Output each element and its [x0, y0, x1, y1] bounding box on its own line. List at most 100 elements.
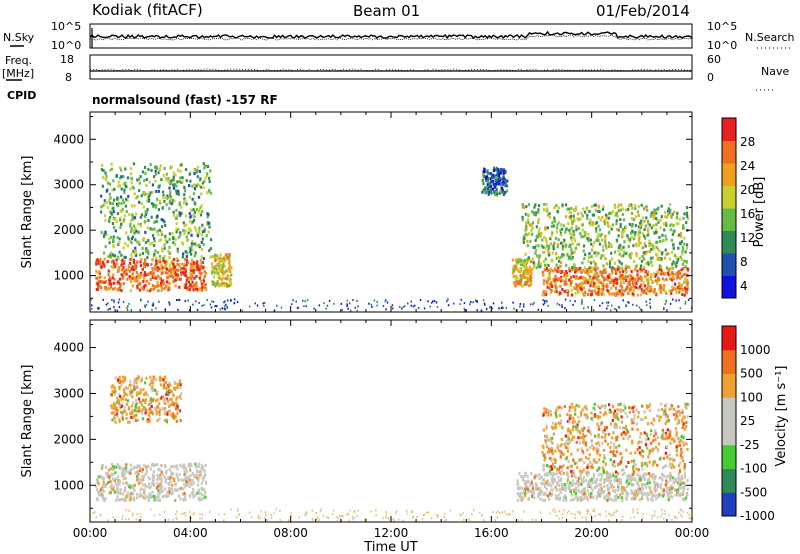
- range-cell: [119, 487, 122, 491]
- nave-tick-low: 0: [707, 71, 714, 84]
- range-cell: [570, 236, 573, 240]
- range-cell: [588, 269, 591, 273]
- range-cell: [557, 484, 561, 488]
- range-cell: [204, 283, 207, 287]
- range-cell: [630, 406, 633, 410]
- range-cell: [164, 234, 167, 238]
- range-cell: [543, 236, 546, 240]
- range-cell: [661, 270, 664, 274]
- range-cell: [604, 267, 607, 271]
- range-cell: [139, 224, 142, 228]
- range-cell: [132, 384, 136, 388]
- range-cell: [528, 268, 531, 272]
- range-cell: [547, 253, 550, 257]
- range-cell: [108, 276, 111, 280]
- range-cell: [649, 490, 652, 494]
- range-cell: [664, 431, 668, 435]
- range-cell: [156, 280, 159, 284]
- range-cell: [599, 478, 602, 482]
- range-cell: [660, 252, 664, 256]
- range-cell: [149, 227, 152, 231]
- range-cell: [604, 462, 607, 466]
- range-cell: [149, 242, 152, 246]
- range-cell: [581, 302, 583, 305]
- range-cell: [582, 249, 585, 253]
- range-cell: [626, 479, 629, 483]
- range-cell: [129, 276, 132, 280]
- range-cell: [563, 483, 567, 487]
- range-cell: [191, 248, 194, 252]
- range-cell: [572, 479, 575, 483]
- range-cell: [151, 266, 154, 270]
- range-cell: [147, 199, 150, 203]
- range-cell: [104, 245, 107, 249]
- range-cell: [596, 266, 600, 270]
- range-cell: [601, 238, 604, 242]
- range-cell: [187, 287, 190, 291]
- range-cell: [607, 488, 610, 492]
- range-cell: [620, 498, 624, 502]
- range-cell: [670, 404, 674, 408]
- range-cell: [195, 184, 198, 188]
- range-cell: [139, 264, 143, 268]
- range-cell: [615, 478, 619, 482]
- range-cell: [188, 485, 191, 489]
- range-cell: [601, 207, 605, 211]
- range-cell: [492, 302, 495, 305]
- range-cell: [125, 469, 128, 473]
- velocity-data-layer: [92, 375, 693, 522]
- range-cell: [202, 476, 205, 480]
- range-cell: [179, 386, 182, 390]
- range-cell: [649, 214, 652, 218]
- range-cell: [614, 277, 617, 281]
- range-cell: [571, 251, 574, 255]
- range-cell: [109, 480, 112, 484]
- range-cell: [165, 178, 168, 182]
- range-cell: [589, 281, 592, 285]
- range-cell: [683, 402, 687, 406]
- range-cell: [569, 245, 572, 249]
- range-cell: [140, 286, 143, 290]
- range-cell: [584, 494, 587, 498]
- range-cell: [220, 268, 223, 272]
- range-cell: [142, 287, 145, 291]
- range-cell: [157, 233, 160, 237]
- range-cell: [155, 392, 158, 396]
- range-cell: [542, 282, 545, 286]
- range-cell: [527, 256, 530, 260]
- range-cell: [665, 433, 668, 437]
- range-cell: [638, 498, 641, 502]
- range-cell: [573, 217, 576, 221]
- range-cell: [520, 277, 523, 281]
- range-cell: [175, 276, 179, 280]
- range-cell: [152, 203, 155, 207]
- range-cell: [175, 230, 178, 234]
- range-cell: [578, 458, 582, 462]
- range-cell: [679, 255, 682, 259]
- range-cell: [570, 493, 574, 497]
- range-cell: [526, 244, 529, 248]
- range-cell: [533, 496, 536, 500]
- range-cell: [160, 377, 163, 381]
- range-cell: [167, 476, 170, 480]
- range-cell: [682, 223, 685, 227]
- range-cell: [639, 241, 642, 245]
- range-cell: [174, 498, 177, 502]
- range-cell: [156, 398, 159, 402]
- range-cell: [463, 302, 466, 305]
- range-cell: [157, 189, 161, 193]
- range-cell: [604, 425, 607, 429]
- range-cell: [90, 304, 93, 307]
- range-cell: [592, 473, 595, 477]
- range-cell: [621, 207, 624, 211]
- range-cell: [604, 234, 607, 238]
- range-cell: [145, 279, 148, 283]
- range-cell: [619, 208, 622, 212]
- range-cell: [669, 203, 672, 207]
- range-cell: [175, 472, 178, 476]
- range-cell: [151, 257, 154, 261]
- range-cell: [116, 408, 119, 412]
- range-cell: [122, 481, 125, 485]
- range-cell: [664, 303, 666, 306]
- range-cell: [142, 398, 145, 402]
